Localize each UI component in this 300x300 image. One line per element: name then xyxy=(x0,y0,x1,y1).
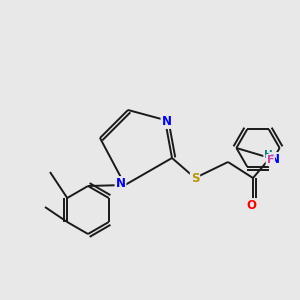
Text: S: S xyxy=(191,172,199,184)
Text: F: F xyxy=(267,155,274,165)
Text: H: H xyxy=(264,150,273,160)
Text: N: N xyxy=(161,115,172,128)
Text: N: N xyxy=(116,177,125,190)
Text: N: N xyxy=(269,153,280,166)
Text: O: O xyxy=(247,199,256,212)
